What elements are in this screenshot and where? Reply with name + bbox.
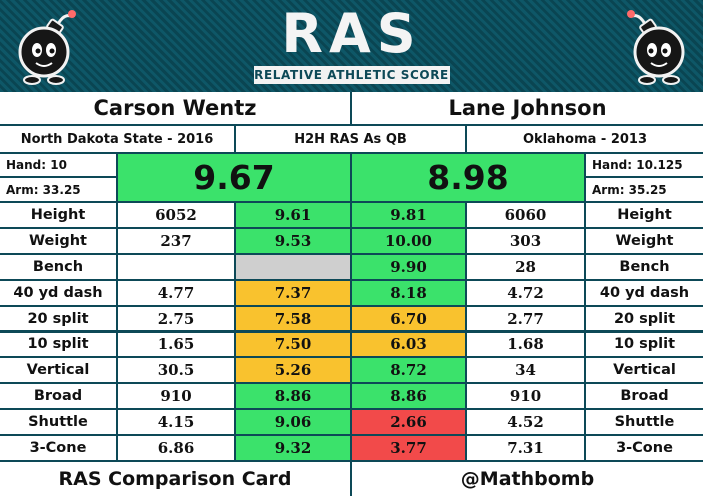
right-player-school: Oklahoma - 2013 [467,126,703,154]
logo-subtitle: RELATIVE ATHLETIC SCORE [253,66,450,84]
metric-label-left: Weight [0,228,118,255]
left-player-school: North Dakota State - 2016 [0,126,236,154]
left-raw-value: 30.5 [118,358,236,385]
right-metric-score: 3.77 [352,436,467,462]
right-player-name: Lane Johnson [352,92,703,126]
metric-label-right: Broad [586,384,703,411]
right-raw-value: 4.72 [467,280,586,307]
left-metric-score: 5.26 [236,358,352,385]
left-metric-score: 9.53 [236,228,352,255]
metric-label-left: Bench [0,254,118,281]
metric-label-right: Height [586,203,703,229]
right-raw-value: 28 [467,254,586,281]
bomb-mascot-icon [627,10,685,85]
metric-label-right: 40 yd dash [586,280,703,307]
metric-label-left: 3-Cone [0,436,118,462]
left-raw-value: 4.77 [118,280,236,307]
right-metric-score: 6.70 [352,306,467,333]
left-ras-score: 9.67 [118,154,352,203]
footer-handle: @Mathbomb [352,462,703,496]
right-raw-value: 2.77 [467,306,586,333]
comparison-label: H2H RAS As QB [236,126,467,154]
metric-label-left: 40 yd dash [0,280,118,307]
right-raw-value: 1.68 [467,332,586,359]
left-raw-value: 4.15 [118,410,236,437]
left-raw-value: 2.75 [118,306,236,333]
right-metric-score: 2.66 [352,410,467,437]
footer-left-title: RAS Comparison Card [0,462,352,496]
left-player-name: Carson Wentz [0,92,352,126]
right-metric-score: 6.03 [352,332,467,359]
right-ras-score: 8.98 [352,154,586,203]
left-raw-value: 6.86 [118,436,236,462]
metric-label-left: 10 split [0,332,118,359]
left-metric-score: 7.37 [236,280,352,307]
left-metric-score: 9.32 [236,436,352,462]
right-arm-length: Arm: 35.25 [586,178,703,203]
left-raw-value: 1.65 [118,332,236,359]
logo-text: RAS [281,2,422,65]
right-raw-value: 4.52 [467,410,586,437]
left-raw-value [118,254,236,281]
right-metric-score: 10.00 [352,228,467,255]
right-metric-score: 9.81 [352,203,467,229]
left-metric-score: 7.58 [236,306,352,333]
metric-label-right: 3-Cone [586,436,703,462]
right-raw-value: 910 [467,384,586,411]
metric-label-left: Height [0,203,118,229]
left-metric-score: 9.06 [236,410,352,437]
metric-label-left: Vertical [0,358,118,385]
ras-logo: RAS RELATIVE ATHLETIC SCORE [0,6,703,84]
metric-label-right: Shuttle [586,410,703,437]
right-raw-value: 6060 [467,203,586,229]
left-metric-score: 8.86 [236,384,352,411]
left-raw-value: 237 [118,228,236,255]
metric-label-right: Vertical [586,358,703,385]
bomb-mascot-icon [18,10,76,85]
left-hand-size: Hand: 10 [0,154,118,178]
left-raw-value: 6052 [118,203,236,229]
left-raw-value: 910 [118,384,236,411]
left-metric-score [236,254,352,281]
metric-label-left: 20 split [0,306,118,333]
metric-label-right: 10 split [586,332,703,359]
metric-label-right: 20 split [586,306,703,333]
right-raw-value: 34 [467,358,586,385]
metric-label-right: Bench [586,254,703,281]
metric-label-right: Weight [586,228,703,255]
header-banner: RAS RELATIVE ATHLETIC SCORE [0,0,703,92]
right-hand-size: Hand: 10.125 [586,154,703,178]
right-metric-score: 8.86 [352,384,467,411]
left-metric-score: 9.61 [236,203,352,229]
left-metric-score: 7.50 [236,332,352,359]
left-arm-length: Arm: 33.25 [0,178,118,203]
right-raw-value: 7.31 [467,436,586,462]
right-raw-value: 303 [467,228,586,255]
right-metric-score: 8.72 [352,358,467,385]
metric-label-left: Broad [0,384,118,411]
right-metric-score: 9.90 [352,254,467,281]
right-metric-score: 8.18 [352,280,467,307]
metric-label-left: Shuttle [0,410,118,437]
